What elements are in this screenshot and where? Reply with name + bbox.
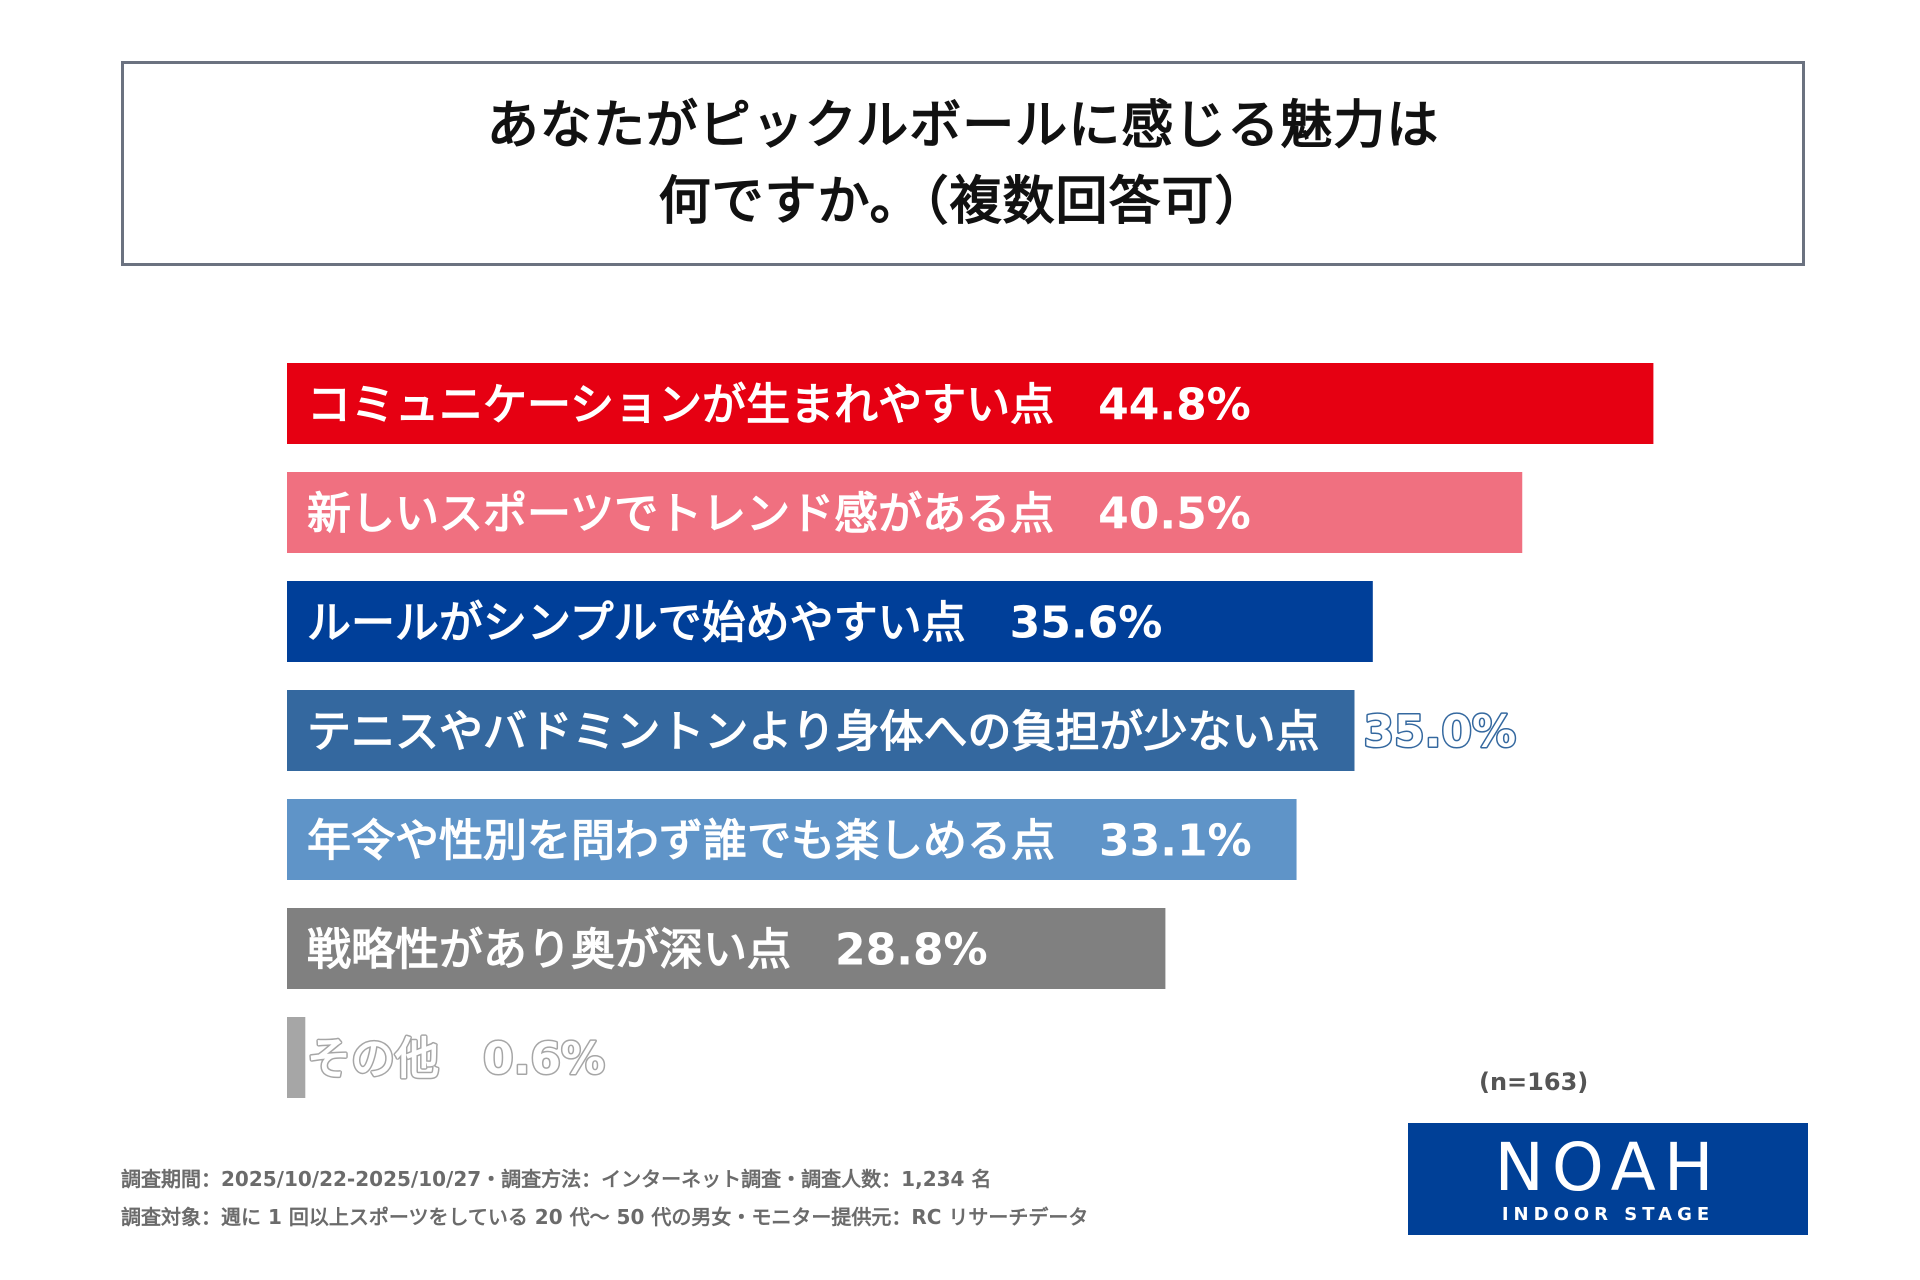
bar-label-4: テニスやバドミントンより身体への負担が少ない点 35.0% (307, 707, 1516, 758)
bar-label-5: 年令や性別を問わず誰でも楽しめる点 33.1% (307, 816, 1252, 867)
bar-3 (287, 581, 1373, 662)
bar-1 (287, 363, 1654, 444)
bar-6 (287, 908, 1166, 989)
bar-2 (287, 472, 1523, 553)
bar-label-3: ルールがシンプルで始めやすい点 35.6% (307, 598, 1162, 649)
bar-label-6: 戦略性があり奥が深い点 28.8% (307, 925, 988, 976)
footnote-survey-period: 調査期間：2025/10/22-2025/10/27・調査方法：インターネット調… (121, 1167, 992, 1191)
chart-title-box: あなたがピックルボールに感じる魅力は 何ですか。（複数回答可） (121, 61, 1805, 266)
bar-4 (287, 690, 1355, 771)
bar-label-2: 新しいスポーツでトレンド感がある点 40.5% (307, 489, 1251, 540)
noah-logo: NOAH INDOOR STAGE (1408, 1123, 1808, 1235)
bar-7 (287, 1017, 306, 1098)
chart-title-line-1: あなたがピックルボールに感じる魅力は (486, 95, 1440, 156)
sample-size-note: (n=163) (1479, 1068, 1589, 1096)
bar-label-1: コミュニケーションが生まれやすい点 44.8% (307, 380, 1251, 431)
bar-label-7: その他 0.6% (307, 1034, 605, 1085)
logo-wordmark: NOAH (1494, 1129, 1722, 1206)
bar-5 (287, 799, 1297, 880)
chart-title-line-2: 何ですか。（複数回答可） (658, 171, 1268, 232)
footnote-survey-target: 調査対象：週に 1 回以上スポーツをしている 20 代〜 50 代の男女・モニタ… (121, 1205, 1089, 1229)
logo-subtitle: INDOOR STAGE (1501, 1204, 1715, 1225)
